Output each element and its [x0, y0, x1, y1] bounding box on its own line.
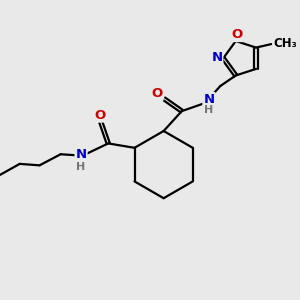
Text: O: O: [95, 109, 106, 122]
Text: N: N: [203, 93, 214, 106]
Text: H: H: [204, 105, 214, 115]
Text: O: O: [231, 28, 243, 41]
Text: CH₃: CH₃: [273, 37, 297, 50]
Text: H: H: [76, 162, 86, 172]
Text: N: N: [76, 148, 87, 161]
Text: O: O: [151, 87, 163, 100]
Text: N: N: [211, 51, 222, 64]
